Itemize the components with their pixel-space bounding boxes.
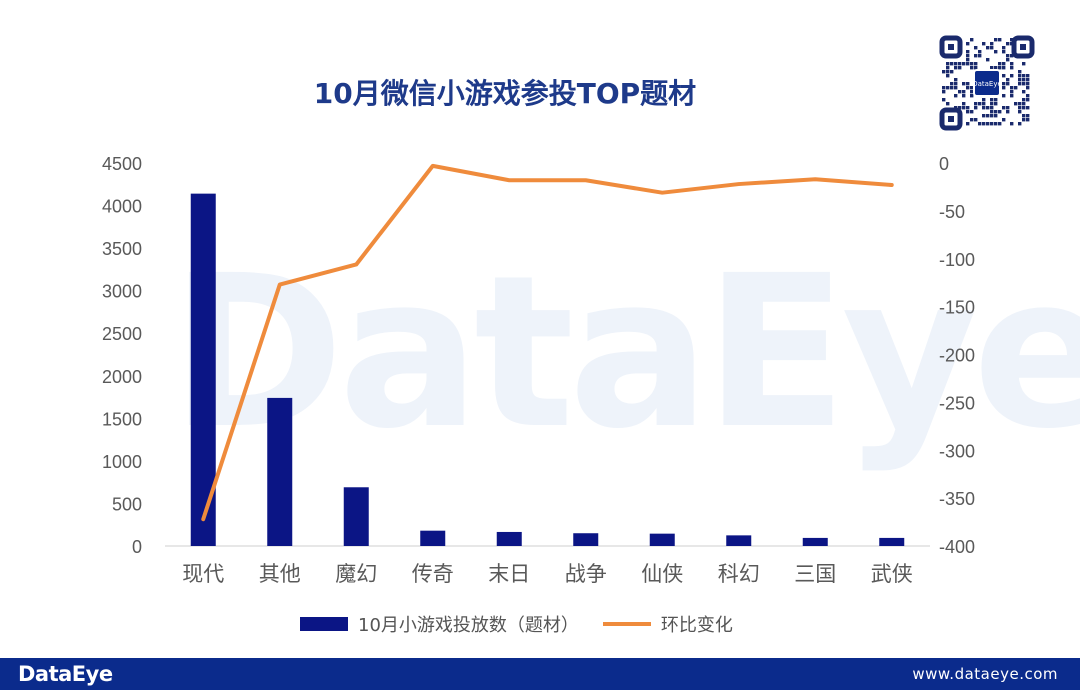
y-left-tick-label: 1000	[102, 452, 142, 472]
bar-三国	[802, 537, 828, 546]
y-right-tick-label: -100	[939, 250, 975, 270]
legend-item-line: 环比变化	[660, 615, 733, 636]
y-right-tick-label: -150	[939, 298, 975, 318]
y-left-tick-label: 3500	[102, 239, 142, 259]
y-right-tick-label: -200	[939, 346, 975, 366]
bar-魔幻	[343, 487, 369, 546]
x-category-label: 传奇	[412, 562, 454, 586]
bar-其他	[267, 397, 293, 546]
y-left-tick-label: 4000	[102, 197, 142, 217]
y-right-tick-label: -400	[939, 537, 975, 557]
qr-logo-label: DataEye	[972, 80, 1002, 88]
x-category-label: 现代	[182, 562, 224, 586]
y-left-tick-label: 4500	[102, 154, 142, 174]
qr-code-icon: DataEye	[938, 34, 1036, 132]
y-right-tick-label: -300	[939, 441, 975, 461]
y-right-tick-label: 0	[939, 154, 949, 174]
x-category-label: 武侠	[871, 562, 913, 586]
chart-title: 10月微信小游戏参投TOP题材	[313, 77, 697, 110]
x-category-label: 其他	[259, 562, 301, 586]
y-left-tick-label: 3000	[102, 282, 142, 302]
y-right-tick-label: -50	[939, 202, 965, 222]
x-category-label: 科幻	[718, 562, 760, 586]
bar-仙侠	[649, 533, 675, 546]
y-left-tick-label: 0	[132, 537, 142, 557]
footer-brand: DataEye	[18, 662, 113, 686]
bar-科幻	[726, 535, 752, 546]
x-category-label: 三国	[794, 562, 836, 586]
x-category-label: 仙侠	[641, 562, 683, 586]
legend-item-bar: 10月小游戏投放数（题材）	[358, 615, 579, 636]
y-left-tick-label: 2500	[102, 324, 142, 344]
line-series-qoq-change	[201, 163, 894, 522]
watermark: DataEye	[170, 230, 1080, 475]
legend-bar-swatch	[300, 617, 348, 631]
x-category-label: 末日	[488, 562, 530, 586]
legend-line-swatch	[602, 622, 651, 626]
y-right-tick-label: -250	[939, 393, 975, 413]
legend: 10月小游戏投放数（题材） 环比变化	[300, 610, 733, 638]
footer-website: www.dataeye.com	[912, 665, 1058, 683]
y-left-tick-label: 1500	[102, 409, 142, 429]
bar-武侠	[879, 537, 905, 546]
y-left-tick-label: 500	[112, 494, 142, 514]
chart-svg: 0 500 1000 1500 2000 2500 3000 3500 4000 4500 0 -5…	[102, 154, 975, 586]
footer-bar: DataEye www.dataeye.com	[0, 658, 1080, 690]
x-category-label: 战争	[565, 562, 607, 586]
bar-战争	[573, 533, 599, 546]
y-left-tick-label: 2000	[102, 367, 142, 387]
x-category-label: 魔幻	[335, 562, 377, 586]
y-right-tick-label: -350	[939, 489, 975, 509]
bar-末日	[496, 531, 522, 546]
bar-传奇	[420, 530, 446, 546]
